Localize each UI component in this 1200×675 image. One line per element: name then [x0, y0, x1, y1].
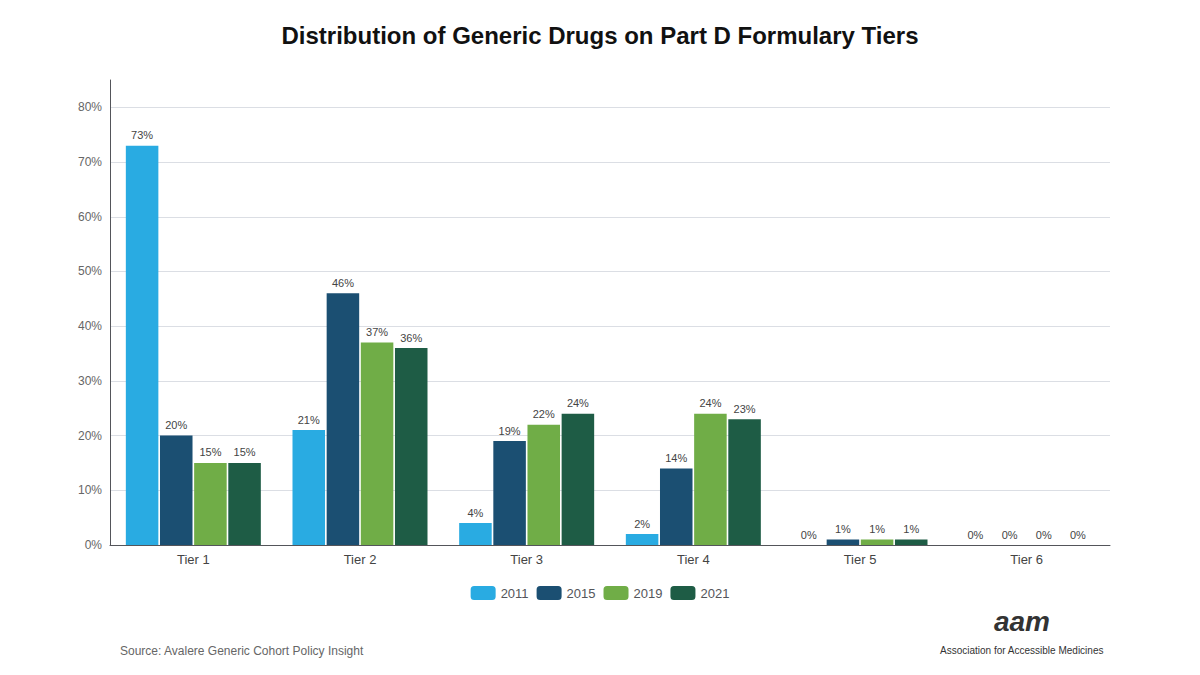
svg-text:Tier 1: Tier 1 — [177, 552, 210, 567]
svg-text:2015: 2015 — [567, 586, 596, 601]
svg-text:22%: 22% — [533, 408, 555, 420]
svg-text:15%: 15% — [234, 446, 256, 458]
svg-text:24%: 24% — [699, 397, 721, 409]
svg-text:0%: 0% — [1002, 529, 1018, 541]
svg-text:2021: 2021 — [700, 586, 729, 601]
svg-text:15%: 15% — [199, 446, 221, 458]
svg-text:30%: 30% — [78, 374, 102, 388]
svg-text:2011: 2011 — [501, 586, 529, 601]
svg-text:60%: 60% — [78, 210, 102, 224]
svg-text:0%: 0% — [85, 538, 103, 552]
svg-text:Tier 6: Tier 6 — [1010, 552, 1043, 567]
svg-text:Source: Avalere Generic Cohort: Source: Avalere Generic Cohort Policy In… — [120, 644, 364, 658]
svg-text:70%: 70% — [78, 155, 102, 169]
svg-text:0%: 0% — [801, 529, 817, 541]
svg-text:1%: 1% — [869, 523, 885, 535]
svg-text:20%: 20% — [78, 429, 102, 443]
svg-text:73%: 73% — [131, 129, 153, 141]
svg-text:37%: 37% — [366, 326, 388, 338]
svg-text:aam: aam — [994, 606, 1050, 637]
svg-text:36%: 36% — [400, 332, 422, 344]
svg-text:Association for Accessible Med: Association for Accessible Medicines — [940, 645, 1103, 656]
svg-text:Tier 3: Tier 3 — [510, 552, 543, 567]
svg-text:1%: 1% — [835, 523, 851, 535]
svg-text:40%: 40% — [78, 319, 102, 333]
svg-text:19%: 19% — [499, 425, 521, 437]
svg-text:0%: 0% — [967, 529, 983, 541]
svg-text:80%: 80% — [78, 100, 102, 114]
svg-text:Tier 5: Tier 5 — [844, 552, 877, 567]
svg-text:23%: 23% — [734, 403, 756, 415]
svg-text:10%: 10% — [78, 483, 102, 497]
svg-text:Tier 4: Tier 4 — [677, 552, 710, 567]
svg-text:1%: 1% — [903, 523, 919, 535]
svg-text:14%: 14% — [665, 452, 687, 464]
svg-text:21%: 21% — [298, 414, 320, 426]
svg-text:Distribution of Generic Drugs: Distribution of Generic Drugs on Part D … — [282, 22, 919, 49]
svg-text:50%: 50% — [78, 264, 102, 278]
svg-text:Tier 2: Tier 2 — [344, 552, 377, 567]
svg-text:24%: 24% — [567, 397, 589, 409]
svg-text:2019: 2019 — [634, 586, 663, 601]
svg-text:2%: 2% — [634, 518, 650, 530]
svg-text:0%: 0% — [1036, 529, 1052, 541]
svg-text:46%: 46% — [332, 277, 354, 289]
svg-text:20%: 20% — [165, 419, 187, 431]
svg-text:4%: 4% — [467, 507, 483, 519]
svg-text:0%: 0% — [1070, 529, 1086, 541]
